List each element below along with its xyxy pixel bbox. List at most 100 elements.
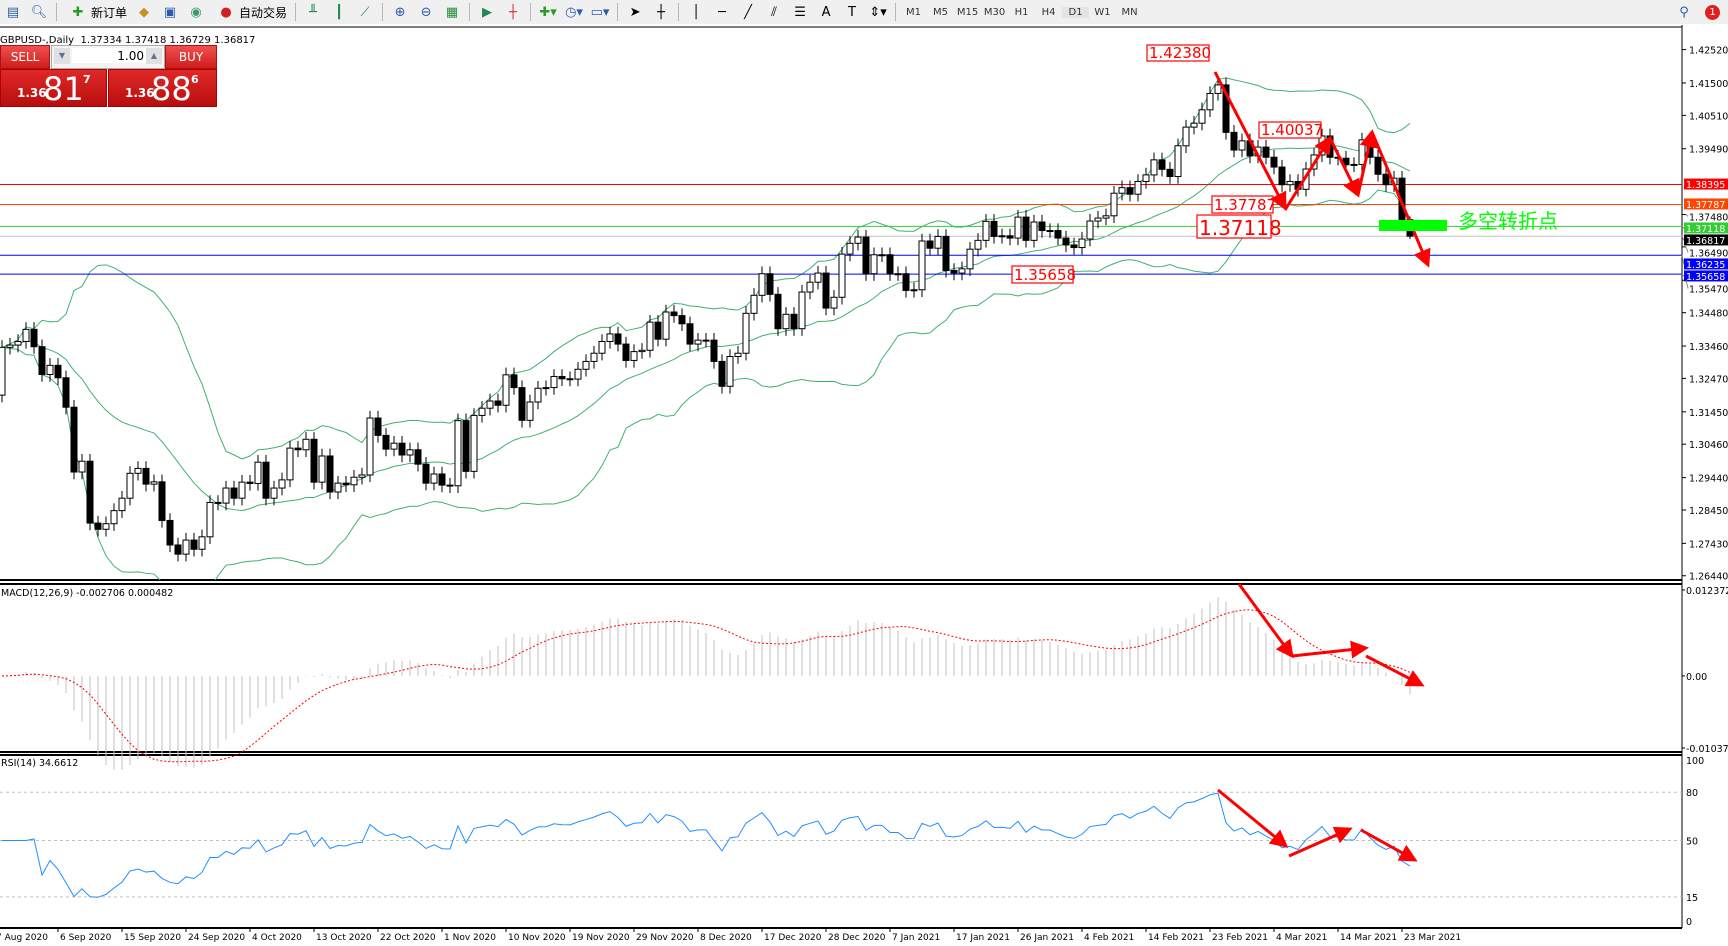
timeframe-w1[interactable]: W1 xyxy=(1094,6,1111,18)
price-tick-label: 1.27430 xyxy=(1689,539,1728,550)
timeframe-m5[interactable]: M5 xyxy=(933,6,949,18)
price-tick-leader xyxy=(1685,246,1689,253)
candle xyxy=(62,370,70,415)
increase-lot-icon[interactable]: ▲ xyxy=(146,48,162,64)
candle-body xyxy=(246,481,254,484)
level-price-label: 1.38395 xyxy=(1686,180,1725,191)
date-label: 4 Mar 2021 xyxy=(1276,933,1327,943)
level-tag-leader xyxy=(1681,255,1685,265)
sell-price[interactable]: 1.36 81 7 xyxy=(0,69,107,108)
macd-panel xyxy=(1,597,1411,770)
timeframe-m15[interactable]: M15 xyxy=(956,6,979,18)
candle-body xyxy=(526,401,534,421)
candle-body xyxy=(438,473,446,486)
text-icon[interactable]: A xyxy=(821,4,831,20)
timeframe-mn[interactable]: MN xyxy=(1121,6,1138,18)
bar-chart-icon[interactable]: ╨ xyxy=(309,4,317,20)
candle-body xyxy=(78,460,86,473)
candle-body xyxy=(678,315,686,325)
line-chart-icon[interactable]: ⟋ xyxy=(360,4,370,20)
candle-body xyxy=(958,268,966,274)
auto-trading-button[interactable]: ● 自动交易 xyxy=(213,3,287,21)
candle-body xyxy=(22,328,30,342)
candle xyxy=(126,466,134,506)
candle xyxy=(726,349,734,394)
candlestick-icon[interactable]: ┃ xyxy=(335,4,343,20)
buy-price[interactable]: 1.36 88 6 xyxy=(108,69,217,108)
document-icon[interactable]: ▤ xyxy=(6,4,20,20)
templates-icon[interactable]: ▭▾ xyxy=(590,4,610,20)
candle-body xyxy=(646,321,654,351)
candle xyxy=(1214,77,1222,101)
tile-windows-icon[interactable]: ▦ xyxy=(445,4,459,20)
date-label: 4 Oct 2020 xyxy=(252,933,302,943)
date-label: 14 Mar 2021 xyxy=(1340,933,1397,943)
search-icon[interactable]: ⚲ xyxy=(1679,4,1689,20)
periods-icon[interactable]: ◷▾ xyxy=(565,4,583,20)
candle xyxy=(558,369,566,386)
equidistant-channel-icon[interactable]: ⫽ xyxy=(771,4,777,20)
candle xyxy=(230,480,238,506)
candle xyxy=(1086,213,1094,247)
candle-body xyxy=(86,460,94,524)
trendline-icon[interactable]: ╱ xyxy=(744,4,752,20)
date-label: 7 Aug 2020 xyxy=(0,933,48,943)
arrows-icon[interactable]: ⇕▾ xyxy=(869,4,887,20)
candle xyxy=(1182,119,1190,153)
candle-body xyxy=(238,481,246,499)
search-history-icon[interactable]: 🔍︎ xyxy=(30,4,48,20)
zoom-out-icon[interactable]: ⊖ xyxy=(420,4,432,20)
candle-body xyxy=(142,467,150,485)
new-order-button[interactable]: ✚ 新订单 xyxy=(65,3,127,21)
price-tick-label: 1.33460 xyxy=(1689,342,1728,353)
timeframe-d1[interactable]: D1 xyxy=(1062,6,1090,18)
rsi-tick-label: 15 xyxy=(1686,893,1698,904)
market-watch-icon[interactable]: ◆ xyxy=(139,4,150,20)
candle xyxy=(454,413,462,493)
candle xyxy=(406,442,414,463)
decrease-lot-icon[interactable]: ▼ xyxy=(54,48,70,64)
candle xyxy=(166,513,174,553)
candle-body xyxy=(694,339,702,345)
chart-shift-icon[interactable]: ┼ xyxy=(509,4,517,20)
candle-body xyxy=(1206,92,1214,111)
timeframe-h4[interactable]: H4 xyxy=(1041,6,1056,18)
sell-button[interactable]: SELL xyxy=(0,45,50,69)
text-label-icon[interactable]: T xyxy=(848,4,856,20)
zoom-in-icon[interactable]: ⊕ xyxy=(394,4,406,20)
navigator-icon[interactable]: ▣ xyxy=(163,4,177,20)
candle-body xyxy=(910,289,918,292)
candle xyxy=(14,334,22,353)
rsi-tick-label: 0 xyxy=(1686,917,1692,928)
signals-icon[interactable]: ◉ xyxy=(190,4,202,20)
candle-body xyxy=(430,473,438,484)
candle xyxy=(854,229,862,251)
timeframe-m1[interactable]: M1 xyxy=(906,6,922,18)
candle xyxy=(1102,208,1110,226)
buy-button[interactable]: BUY xyxy=(165,45,217,69)
candle-body xyxy=(702,339,710,342)
candle xyxy=(1118,180,1126,201)
timeframe-bar: M1 M5 M15 M30 H1 H4 D1 W1 MN xyxy=(900,6,1143,18)
lot-size-input[interactable] xyxy=(72,48,146,63)
macd-arrow xyxy=(1237,583,1294,659)
level-price-tag xyxy=(1684,234,1728,246)
timeframe-m30[interactable]: M30 xyxy=(983,6,1006,18)
price-tick-label: 1.40510 xyxy=(1689,111,1728,122)
candle-body xyxy=(1174,145,1182,178)
cursor-icon[interactable]: ➤ xyxy=(629,4,641,20)
candle-body xyxy=(846,242,854,255)
candle xyxy=(1174,138,1182,184)
horizontal-line-icon[interactable]: ─ xyxy=(718,4,726,20)
crosshair-icon[interactable]: ┼ xyxy=(657,4,665,20)
candle-body xyxy=(262,461,270,499)
fibonacci-icon[interactable]: ☰ xyxy=(794,4,806,20)
auto-scroll-icon[interactable]: ▶ xyxy=(482,4,493,20)
vertical-line-icon[interactable]: │ xyxy=(692,4,700,20)
notification-badge[interactable]: 1 xyxy=(1705,4,1720,20)
candle xyxy=(702,332,710,348)
timeframe-h1[interactable]: H1 xyxy=(1014,6,1029,18)
indicators-icon[interactable]: ✚▾ xyxy=(539,4,557,20)
candle-body xyxy=(918,240,926,291)
